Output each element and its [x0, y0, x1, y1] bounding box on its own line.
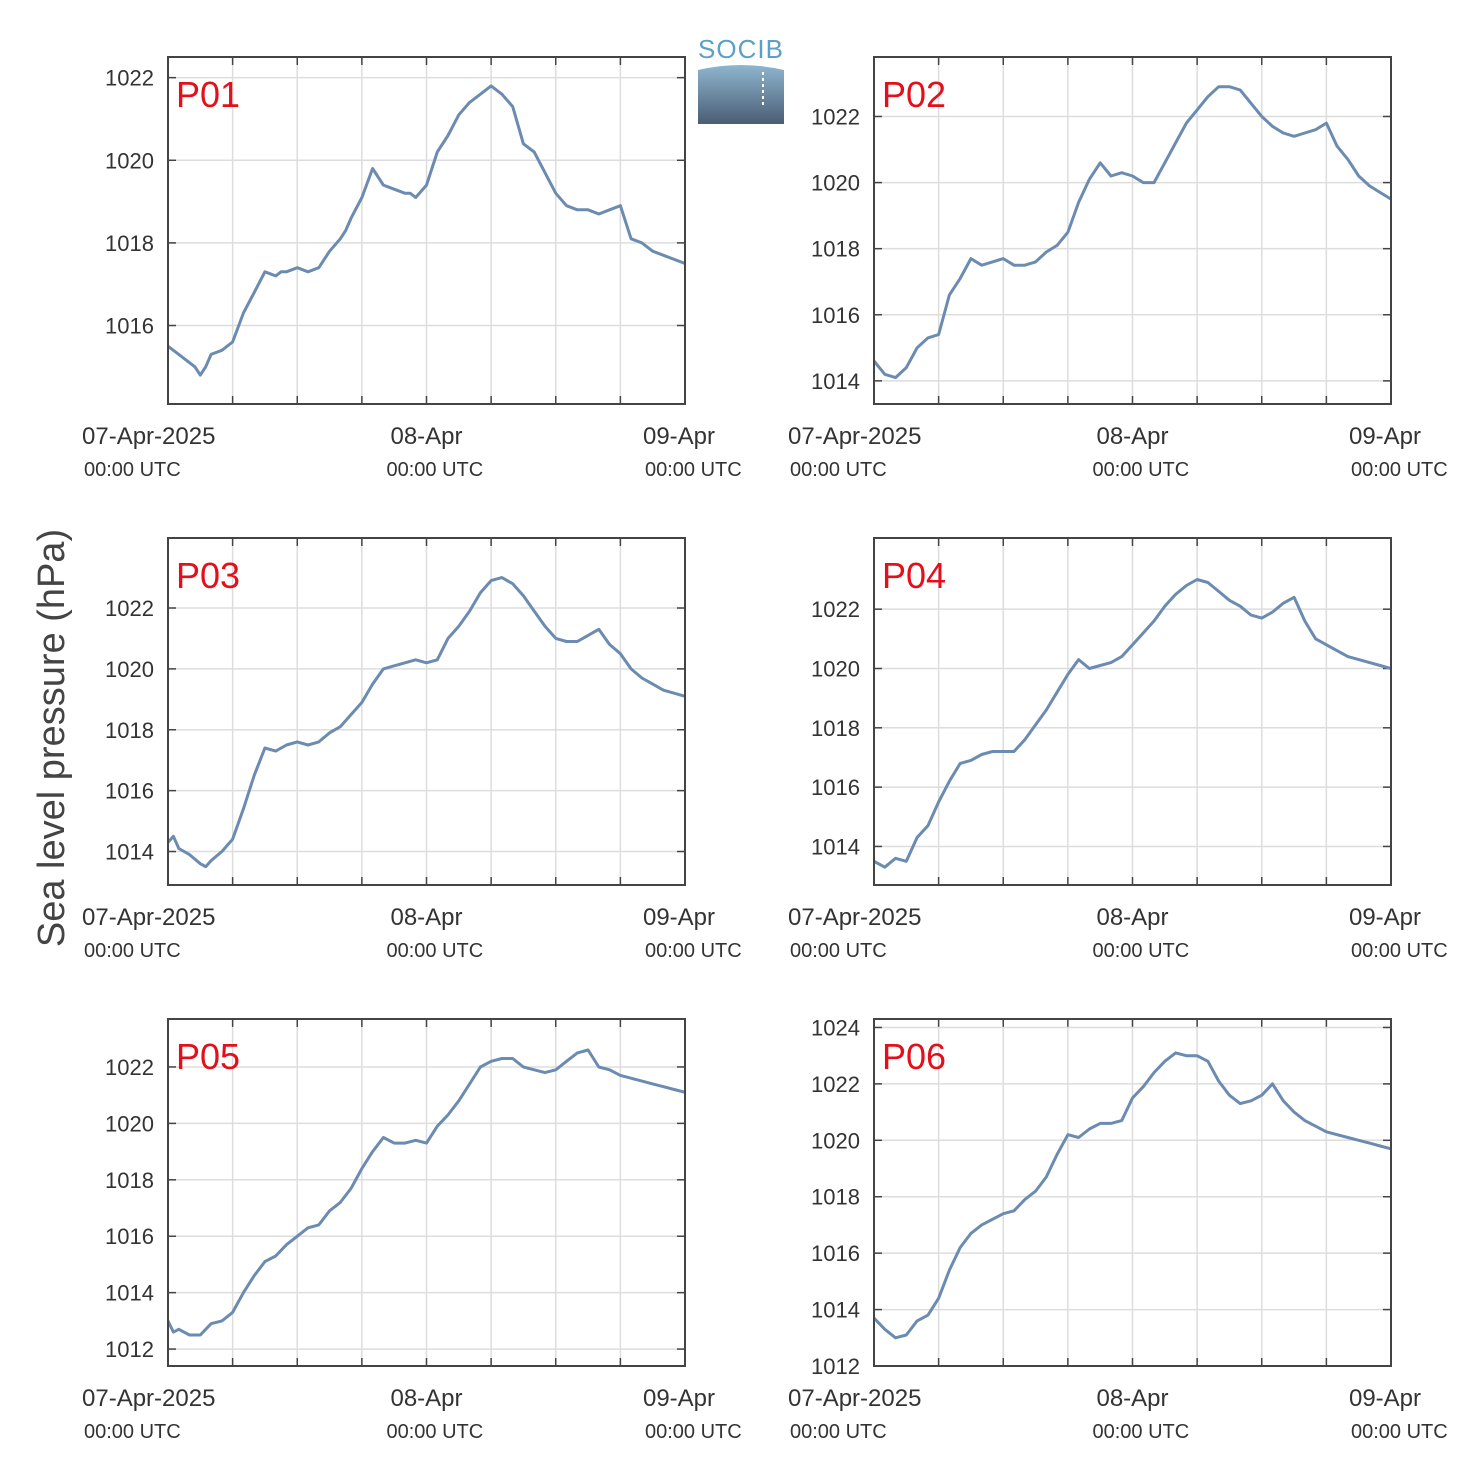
- x-tick-date-label: 09-Apr: [1349, 423, 1421, 450]
- panel-tag: P01: [176, 74, 240, 115]
- x-tick-time-label: 00:00 UTC: [84, 1421, 181, 1443]
- y-tick-label: 1022: [811, 597, 860, 622]
- y-tick-label: 1012: [811, 1354, 860, 1379]
- x-tick-date-label: 09-Apr: [643, 904, 715, 931]
- panel-p04: 1014 1016 1018 1020 1022 P04 07-Apr-2025 00:00 …: [788, 537, 1448, 962]
- y-tick-label: 1022: [105, 66, 154, 91]
- axes-frame: [167, 537, 686, 886]
- x-tick-date-label: 08-Apr: [1096, 904, 1168, 931]
- x-tick-time-label: 00:00 UTC: [1093, 1421, 1190, 1443]
- x-tick-date-label: 07-Apr-2025: [788, 423, 921, 450]
- y-tick-label: 1016: [105, 314, 154, 339]
- x-tick-time-label: 00:00 UTC: [1093, 459, 1190, 481]
- y-tick-label: 1016: [811, 303, 860, 328]
- panel-p02: 1014 1016 1018 1020 1022 P02 07-Apr-2025 00:00 …: [788, 56, 1448, 481]
- y-tick-label: 1018: [105, 231, 154, 256]
- y-tick-label: 1016: [105, 1224, 154, 1249]
- x-tick-time-label: 00:00 UTC: [387, 940, 484, 962]
- y-tick-label: 1020: [811, 171, 860, 196]
- x-tick-time-label: 00:00 UTC: [645, 1421, 742, 1443]
- y-tick-label: 1014: [811, 1298, 860, 1323]
- panel-tag: P05: [176, 1036, 240, 1077]
- x-tick-time-label: 00:00 UTC: [1351, 940, 1448, 962]
- x-tick-time-label: 00:00 UTC: [790, 1421, 887, 1443]
- socib-logo: SOCIB: [698, 34, 784, 124]
- series-line-p04: [874, 578, 1391, 869]
- y-tick-label: 1020: [811, 1128, 860, 1153]
- y-tick-label: 1020: [811, 656, 860, 681]
- panel-p01: 1016 1018 1020 1022 P01 07-Apr-2025 00:00 UTC 0…: [82, 56, 742, 481]
- x-tick-date-label: 09-Apr: [643, 423, 715, 450]
- y-tick-label: 1022: [811, 104, 860, 129]
- y-tick-label: 1018: [105, 718, 154, 743]
- x-tick-time-label: 00:00 UTC: [387, 1421, 484, 1443]
- y-tick-label: 1020: [105, 657, 154, 682]
- panel-p06: 1012 1014 1016 1018 1020 1022 1024 P06 07-Apr-20…: [788, 1015, 1448, 1443]
- y-tick-label: 1014: [105, 840, 154, 865]
- axes-frame: [167, 1018, 686, 1367]
- x-tick-date-label: 09-Apr: [643, 1385, 715, 1412]
- x-tick-date-label: 09-Apr: [1349, 904, 1421, 931]
- x-tick-date-label: 07-Apr-2025: [788, 1385, 921, 1412]
- panel-tag: P04: [882, 555, 946, 596]
- panel-p03: 1014 1016 1018 1020 1022 P03 07-Apr-2025 00:00 …: [82, 537, 742, 962]
- axes-frame: [873, 537, 1392, 886]
- x-tick-time-label: 00:00 UTC: [1093, 940, 1190, 962]
- y-tick-label: 1018: [811, 1185, 860, 1210]
- y-tick-label: 1020: [105, 148, 154, 173]
- series-line-p01: [168, 84, 685, 377]
- x-tick-date-label: 07-Apr-2025: [82, 423, 215, 450]
- logo-text: SOCIB: [698, 34, 784, 64]
- axes-frame: [873, 56, 1392, 405]
- y-tick-label: 1016: [105, 779, 154, 804]
- panel-tag: P03: [176, 555, 240, 596]
- y-tick-label: 1020: [105, 1111, 154, 1136]
- x-tick-time-label: 00:00 UTC: [387, 459, 484, 481]
- series-line-p02: [874, 85, 1391, 380]
- y-tick-label: 1016: [811, 1241, 860, 1266]
- x-tick-time-label: 00:00 UTC: [1351, 459, 1448, 481]
- x-tick-date-label: 07-Apr-2025: [82, 904, 215, 931]
- y-tick-label: 1014: [811, 834, 860, 859]
- x-tick-date-label: 08-Apr: [1096, 423, 1168, 450]
- y-tick-label: 1022: [105, 1055, 154, 1080]
- y-tick-label: 1024: [811, 1015, 860, 1040]
- series-line-p06: [874, 1051, 1391, 1340]
- logo-wave-icon: [698, 65, 784, 124]
- y-tick-label: 1014: [811, 369, 860, 394]
- panel-tag: P06: [882, 1036, 946, 1077]
- y-tick-label: 1022: [811, 1072, 860, 1097]
- x-tick-time-label: 00:00 UTC: [1351, 1421, 1448, 1443]
- panel-tag: P02: [882, 74, 946, 115]
- x-tick-time-label: 00:00 UTC: [790, 459, 887, 481]
- y-axis-label: Sea level pressure (hPa): [31, 529, 73, 947]
- y-tick-label: 1016: [811, 775, 860, 800]
- y-tick-label: 1014: [105, 1281, 154, 1306]
- x-tick-date-label: 09-Apr: [1349, 1385, 1421, 1412]
- y-tick-label: 1012: [105, 1337, 154, 1362]
- x-tick-time-label: 00:00 UTC: [645, 459, 742, 481]
- x-tick-date-label: 08-Apr: [1096, 1385, 1168, 1412]
- x-tick-date-label: 07-Apr-2025: [788, 904, 921, 931]
- series-line-p03: [168, 576, 685, 869]
- x-tick-time-label: 00:00 UTC: [645, 940, 742, 962]
- x-tick-time-label: 00:00 UTC: [84, 940, 181, 962]
- y-tick-label: 1018: [811, 716, 860, 741]
- panel-p05: 1012 1014 1016 1018 1020 1022 P05 07-Apr-2025 00…: [82, 1018, 742, 1443]
- x-tick-date-label: 08-Apr: [390, 423, 462, 450]
- y-tick-label: 1022: [105, 596, 154, 621]
- axes-frame: [873, 1018, 1392, 1367]
- x-tick-time-label: 00:00 UTC: [790, 940, 887, 962]
- x-tick-date-label: 08-Apr: [390, 1385, 462, 1412]
- series-line-p05: [168, 1048, 685, 1337]
- y-tick-label: 1018: [105, 1168, 154, 1193]
- axes-frame: [167, 56, 686, 405]
- y-tick-label: 1018: [811, 237, 860, 262]
- x-tick-date-label: 07-Apr-2025: [82, 1385, 215, 1412]
- x-tick-date-label: 08-Apr: [390, 904, 462, 931]
- x-tick-time-label: 00:00 UTC: [84, 459, 181, 481]
